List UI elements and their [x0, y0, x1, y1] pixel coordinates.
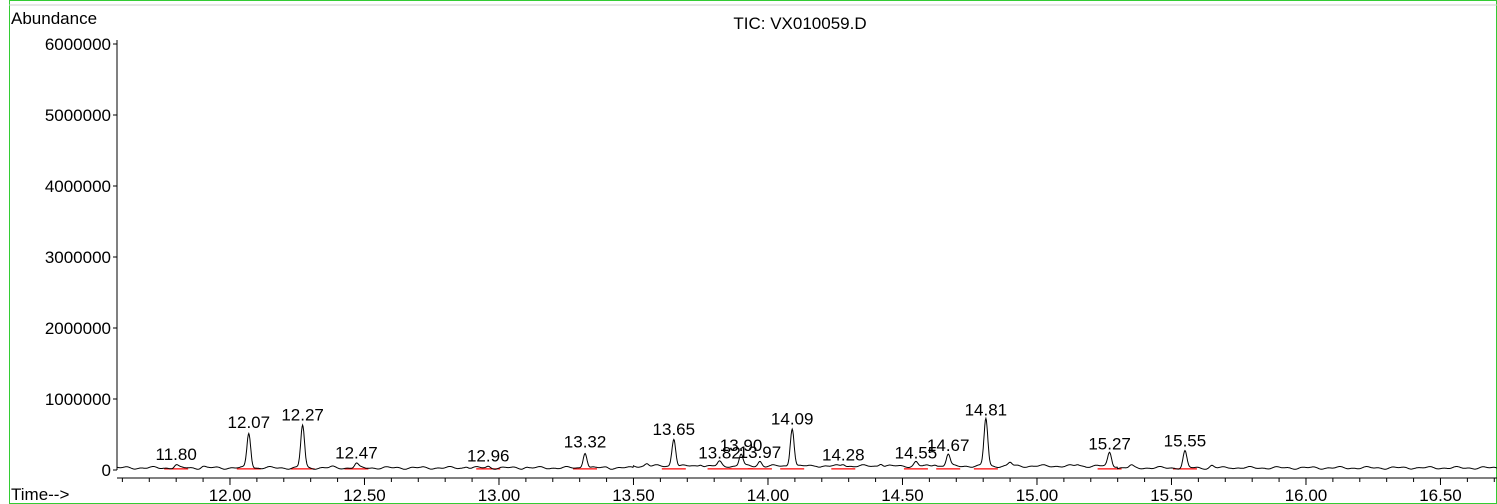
peak-labels: 11.80 12.07 12.27 12.47 12.96 13.32 13.6513.82… [156, 400, 1207, 465]
x-axis-label: Time--> [11, 485, 69, 504]
peak-label: 12.47 [335, 444, 378, 463]
x-tick-label: 15.00 [1016, 486, 1059, 504]
chart-title: TIC: VX010059.D [733, 14, 866, 33]
y-axis-label: Abundance [11, 9, 97, 28]
peak-label: 13.97 [739, 443, 782, 462]
x-tick-label: 13.50 [612, 486, 655, 504]
chromatogram-trace [117, 416, 1497, 470]
peak-label: 14.55 [895, 444, 938, 463]
peak-label: 14.28 [822, 446, 865, 465]
y-tick-label: 0 [102, 461, 111, 480]
x-tick-label: 16.00 [1285, 486, 1328, 504]
y-tick-label: 1000000 [45, 390, 111, 409]
peak-label: 15.55 [1164, 432, 1207, 451]
peak-label: 14.81 [965, 400, 1008, 419]
y-tick-label: 5000000 [45, 106, 111, 125]
peak-label: 15.27 [1088, 434, 1131, 453]
y-tick-label: 2000000 [45, 319, 111, 338]
axis-ticks: 0 1000000 2000000 3000000 4000000 5000000 6000… [45, 35, 1495, 504]
x-tick-label: 12.50 [343, 486, 386, 504]
x-tick-label: 14.00 [747, 486, 790, 504]
peak-label: 12.96 [467, 446, 510, 465]
peak-label: 12.07 [228, 413, 271, 432]
y-tick-label: 6000000 [45, 35, 111, 54]
x-tick-label: 15.50 [1150, 486, 1193, 504]
x-tick-label: 12.00 [209, 486, 252, 504]
peak-label: 12.27 [281, 405, 324, 424]
x-tick-label: 14.50 [881, 486, 924, 504]
peak-label: 14.09 [771, 410, 814, 429]
x-tick-label: 16.50 [1419, 486, 1462, 504]
y-tick-label: 3000000 [45, 248, 111, 267]
peak-label: 13.32 [564, 432, 607, 451]
peak-label: 13.90 [720, 436, 763, 455]
x-tick-label: 13.00 [478, 486, 521, 504]
peak-label: 14.67 [927, 436, 970, 455]
peak-label: 13.82 [698, 444, 741, 463]
y-tick-label: 4000000 [45, 177, 111, 196]
peak-label: 11.80 [156, 445, 197, 464]
peak-label: 13.65 [653, 420, 696, 439]
